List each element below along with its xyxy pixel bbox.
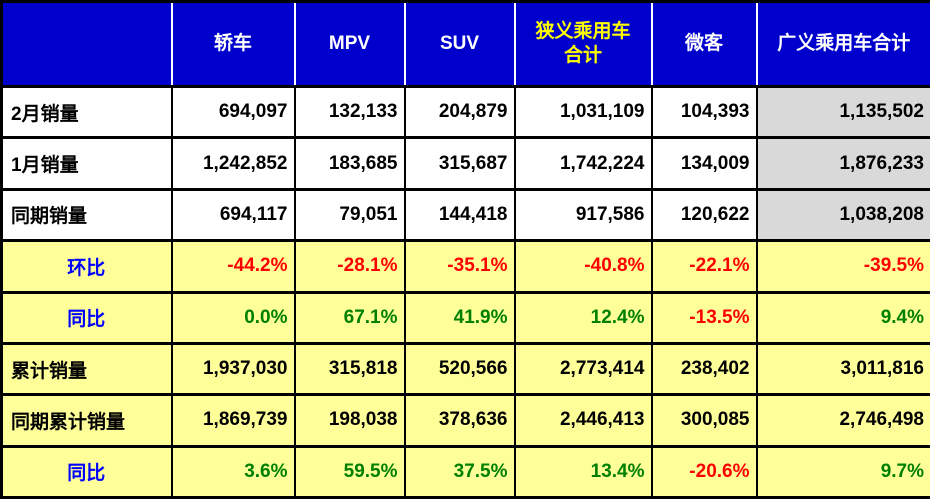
data-cell-grand-total: 9.4% [755, 290, 930, 345]
data-cell: 59.5% [293, 444, 406, 499]
data-cell: -44.2% [170, 239, 296, 294]
data-cell: -28.1% [293, 239, 406, 294]
data-cell: -40.8% [513, 239, 653, 294]
table-row-prior-year-sales: 同期销量 694,117 79,051 144,418 917,586 120,… [0, 187, 930, 243]
data-cell: 13.4% [513, 444, 653, 499]
row-label: 累计销量 [0, 341, 173, 397]
column-header-broad-pv-total: 广义乘用车合计 [755, 0, 930, 88]
row-label: 同期累计销量 [0, 393, 173, 448]
table-row-mom-change: 环比 -44.2% -28.1% -35.1% -40.8% -22.1% -3… [0, 239, 930, 294]
data-cell: 315,687 [403, 136, 516, 191]
data-cell: 3.6% [170, 444, 296, 499]
table-row-cumulative-sales: 累计销量 1,937,030 315,818 520,566 2,773,414… [0, 341, 930, 397]
data-cell: 1,937,030 [170, 341, 296, 397]
data-cell: -13.5% [650, 290, 758, 345]
data-cell: 183,685 [293, 136, 406, 191]
data-cell: 2,446,413 [513, 393, 653, 448]
data-cell: 917,586 [513, 187, 653, 243]
data-cell-grand-total: 9.7% [755, 444, 930, 499]
data-cell: 300,085 [650, 393, 758, 448]
data-cell: 694,117 [170, 187, 296, 243]
data-cell: 238,402 [650, 341, 758, 397]
data-cell: 12.4% [513, 290, 653, 345]
table-row-yoy-change: 同比 0.0% 67.1% 41.9% 12.4% -13.5% 9.4% [0, 290, 930, 345]
data-cell: 378,636 [403, 393, 516, 448]
data-cell: 1,031,109 [513, 84, 653, 140]
header-row: 轿车 MPV SUV 狭义乘用车合计 微客 广义乘用车合计 [0, 0, 930, 88]
column-header-mpv: MPV [293, 0, 406, 88]
data-cell: 104,393 [650, 84, 758, 140]
data-cell: 315,818 [293, 341, 406, 397]
column-header-narrow-pv-total: 狭义乘用车合计 [513, 0, 653, 88]
row-label: 1月销量 [0, 136, 173, 191]
data-cell: 1,242,852 [170, 136, 296, 191]
table-row-jan-sales: 1月销量 1,242,852 183,685 315,687 1,742,224… [0, 136, 930, 191]
data-cell: 67.1% [293, 290, 406, 345]
data-cell: -20.6% [650, 444, 758, 499]
data-cell: 1,869,739 [170, 393, 296, 448]
row-label: 同比 [0, 444, 173, 499]
data-cell: 0.0% [170, 290, 296, 345]
table-row-cumulative-yoy-change: 同比 3.6% 59.5% 37.5% 13.4% -20.6% 9.7% [0, 444, 930, 499]
data-cell: 2,773,414 [513, 341, 653, 397]
table-row-prior-year-cumulative-sales: 同期累计销量 1,869,739 198,038 378,636 2,446,4… [0, 393, 930, 448]
table-row-feb-sales: 2月销量 694,097 132,133 204,879 1,031,109 1… [0, 84, 930, 140]
data-cell-grand-total: 3,011,816 [755, 341, 930, 397]
data-cell: 520,566 [403, 341, 516, 397]
corner-cell [0, 0, 173, 88]
data-cell: 144,418 [403, 187, 516, 243]
data-cell: 204,879 [403, 84, 516, 140]
row-label: 同期销量 [0, 187, 173, 243]
data-cell: 37.5% [403, 444, 516, 499]
data-cell-grand-total: 2,746,498 [755, 393, 930, 448]
data-cell: 1,742,224 [513, 136, 653, 191]
data-cell: 79,051 [293, 187, 406, 243]
column-header-minivan: 微客 [650, 0, 758, 88]
data-cell: 694,097 [170, 84, 296, 140]
data-cell: 41.9% [403, 290, 516, 345]
row-label: 2月销量 [0, 84, 173, 140]
row-label: 同比 [0, 290, 173, 345]
row-label: 环比 [0, 239, 173, 294]
data-cell-grand-total: 1,876,233 [755, 136, 930, 191]
data-cell-grand-total: 1,135,502 [755, 84, 930, 140]
data-cell: 120,622 [650, 187, 758, 243]
data-cell: -35.1% [403, 239, 516, 294]
column-header-suv: SUV [403, 0, 516, 88]
data-cell: -22.1% [650, 239, 758, 294]
data-cell: 134,009 [650, 136, 758, 191]
data-cell: 198,038 [293, 393, 406, 448]
data-cell-grand-total: 1,038,208 [755, 187, 930, 243]
data-cell: 132,133 [293, 84, 406, 140]
column-header-sedan: 轿车 [170, 0, 296, 88]
data-cell-grand-total: -39.5% [755, 239, 930, 294]
